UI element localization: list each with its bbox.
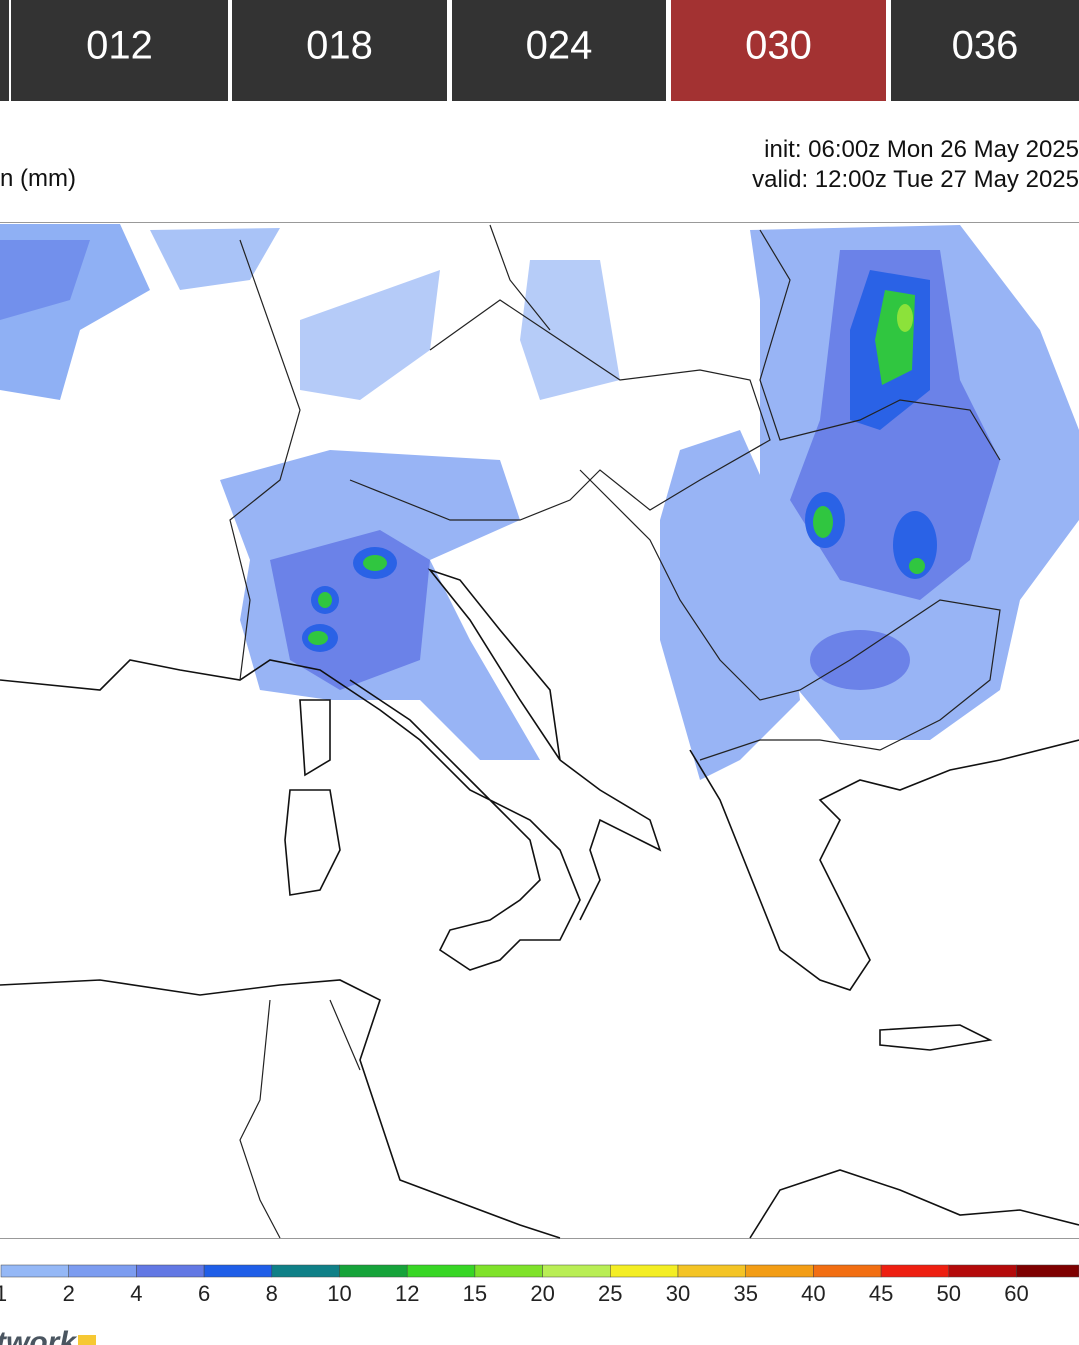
colorbar-label: 15 <box>463 1281 487 1306</box>
colorbar-label: 30 <box>666 1281 690 1306</box>
colorbar-segment <box>68 1264 137 1278</box>
tab-sliver <box>0 0 9 101</box>
colorbar-segment <box>542 1264 611 1278</box>
colorbar-segment <box>474 1264 543 1278</box>
colorbar-segment <box>136 1264 205 1278</box>
colorbar-segment <box>1016 1264 1079 1278</box>
valid-time: valid: 12:00z Tue 27 May 2025 <box>752 166 1079 193</box>
tab-label[interactable]: 024 <box>526 24 593 68</box>
colorbar-label: 2 <box>63 1281 75 1306</box>
colorbar-label: 35 <box>733 1281 757 1306</box>
colorbar-segment <box>271 1264 340 1278</box>
colorbar-label: 25 <box>598 1281 622 1306</box>
tab[interactable]: 012 <box>11 0 228 101</box>
colorbar-label: 50 <box>937 1281 961 1306</box>
tab-label[interactable]: 036 <box>952 24 1019 68</box>
tab-bg[interactable] <box>891 0 1079 101</box>
tab[interactable]: 036 <box>891 0 1079 101</box>
colorbar-label: 4 <box>130 1281 142 1306</box>
colorbar-label: 8 <box>266 1281 278 1306</box>
tab-bg[interactable] <box>11 0 228 101</box>
colorbar-segment <box>203 1264 273 1278</box>
tab-bg[interactable] <box>232 0 447 101</box>
colorbar-label: 45 <box>869 1281 893 1306</box>
coastlines <box>0 568 1079 1239</box>
tab-label[interactable]: 018 <box>306 24 373 68</box>
colorbar-label: 60 <box>1004 1281 1028 1306</box>
colorbar-segment <box>610 1264 679 1278</box>
tab[interactable]: 030 <box>671 0 886 101</box>
map-title: n (mm) <box>0 165 76 192</box>
colorbar-label: 6 <box>198 1281 210 1306</box>
brand-mark <box>78 1335 96 1345</box>
colorbar-label: 10 <box>327 1281 351 1306</box>
brand: twork <box>0 1326 77 1345</box>
colorbar-label: 40 <box>801 1281 825 1306</box>
init-time: init: 06:00z Mon 26 May 2025 <box>764 136 1079 163</box>
tab-bg[interactable] <box>452 0 666 101</box>
colorbar-label: 1 <box>0 1281 7 1306</box>
colorbar-segment <box>813 1264 882 1278</box>
colorbar-segment <box>406 1264 476 1278</box>
precipitation <box>0 224 1079 780</box>
colorbar: 1 2 4 6 8 10 12 15 20 25 30 35 40 45 50 60 <box>0 1264 1079 1306</box>
colorbar-segment <box>880 1264 950 1278</box>
colorbar-segment <box>339 1264 408 1278</box>
tab-label[interactable]: 012 <box>86 24 153 68</box>
colorbar-label: 12 <box>395 1281 419 1306</box>
tab[interactable]: 018 <box>232 0 447 101</box>
tabs: 012 018 024 030 036 <box>11 0 1079 101</box>
colorbar-segment <box>948 1264 1017 1278</box>
colorbar-segment <box>677 1264 746 1278</box>
colorbar-segment <box>745 1264 814 1278</box>
tab-label[interactable]: 030 <box>745 24 812 68</box>
colorbar-label: 20 <box>530 1281 554 1306</box>
colorbar-segment <box>0 1264 69 1278</box>
tab-bg[interactable] <box>671 0 886 101</box>
borders <box>229 224 1001 1239</box>
tab[interactable]: 024 <box>452 0 666 101</box>
